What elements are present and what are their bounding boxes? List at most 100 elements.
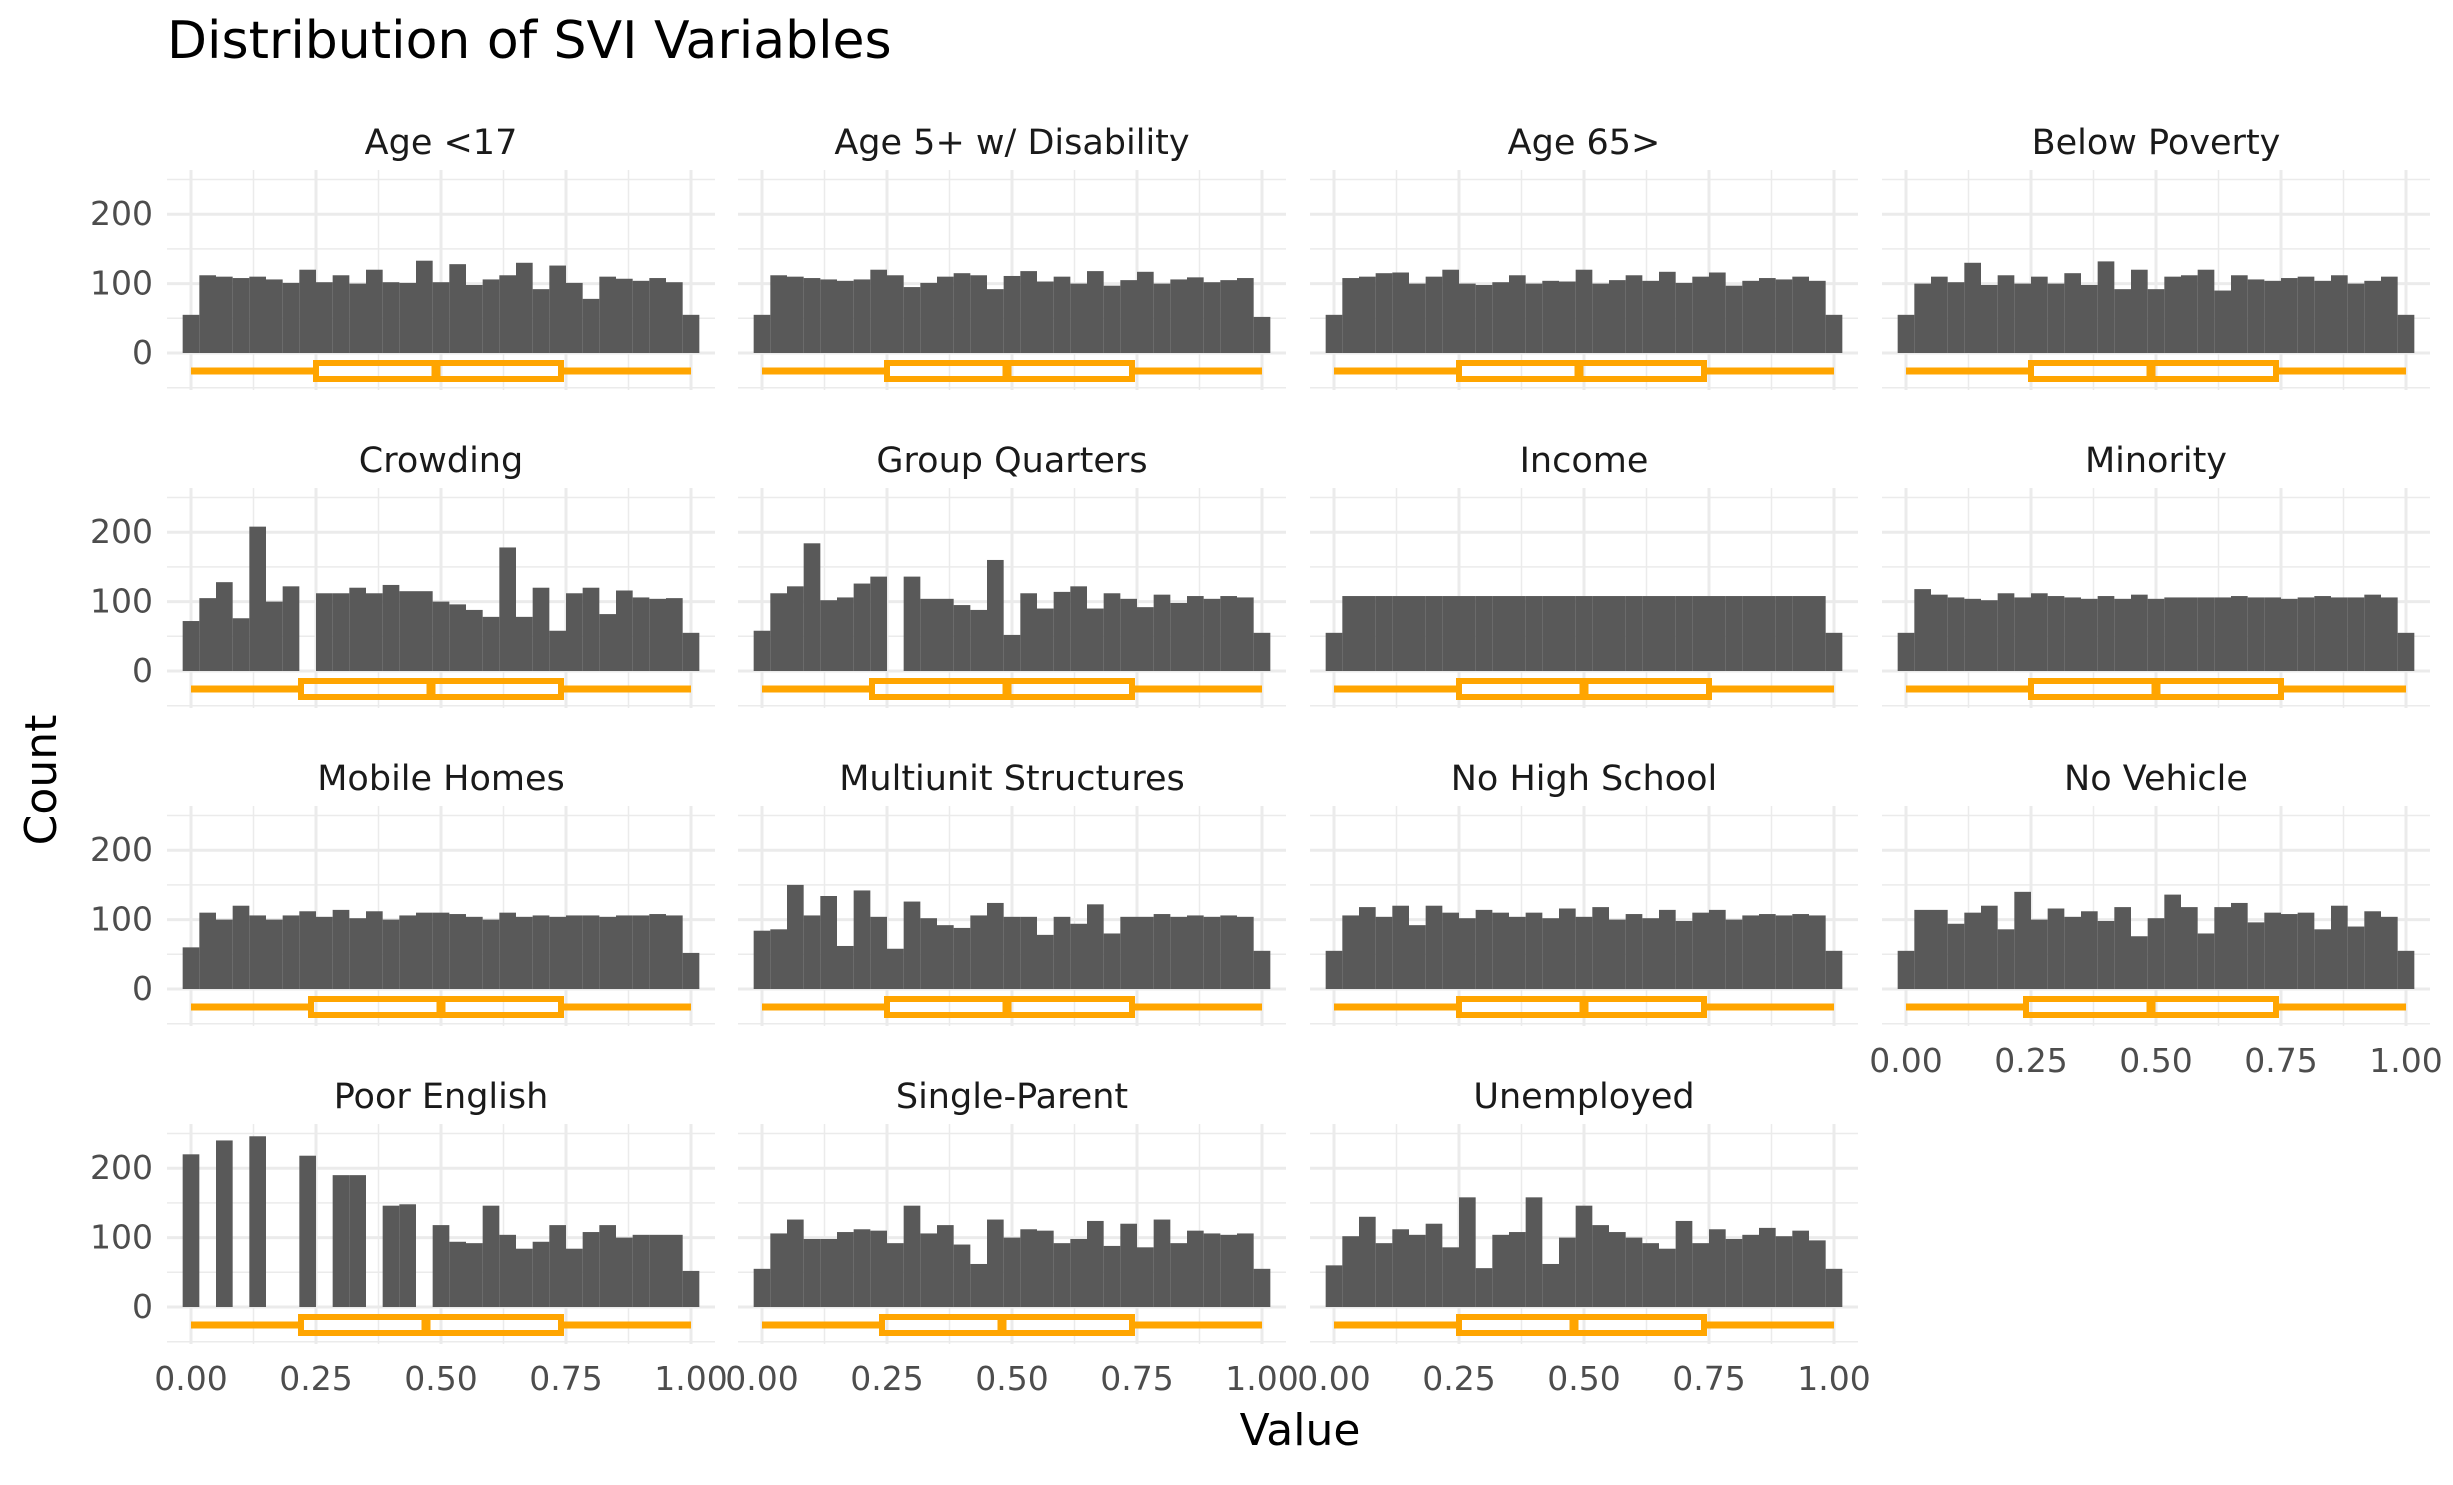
histogram-bar [649, 914, 666, 989]
histogram-bar [1120, 280, 1137, 353]
histogram-bar [903, 901, 921, 989]
histogram-bar [1153, 594, 1171, 671]
histogram-bar [1053, 276, 1071, 353]
histogram-bar [870, 576, 887, 671]
histogram-bar [1342, 278, 1359, 353]
histogram-bar [1947, 597, 1965, 671]
histogram-bar [1692, 1243, 1709, 1307]
histogram-bar [937, 598, 954, 671]
histogram-bar [1475, 909, 1493, 989]
histogram-bar [1153, 1219, 1171, 1307]
histogram-bar [366, 269, 383, 353]
histogram-bar [903, 576, 921, 671]
histogram-bar [753, 1268, 771, 1307]
histogram-bar [1492, 282, 1509, 353]
panel-title: Group Quarters [876, 441, 1147, 481]
histogram-bar [1392, 1229, 1409, 1307]
histogram-bar [466, 1243, 483, 1307]
histogram-bar [1709, 1229, 1726, 1307]
histogram-bar [566, 593, 583, 671]
histogram-bar [1675, 920, 1693, 989]
histogram-bar [1492, 912, 1509, 989]
panel-single-parent: Single-Parent 0.00 0.25 0.50 0.75 1.00 [725, 1077, 1298, 1398]
histogram-bar [2281, 278, 2298, 353]
x-tick-label: 0.75 [2244, 1041, 2317, 1080]
histogram-bar [887, 948, 904, 989]
histogram-bar [182, 947, 200, 989]
histogram-bar [682, 1270, 700, 1307]
histogram-bar [1237, 278, 1254, 353]
histogram-bar [1914, 283, 1931, 353]
histogram-bar [937, 1225, 954, 1307]
histogram-bar [2231, 596, 2248, 671]
x-tick-label: 1.00 [654, 1359, 727, 1398]
panel-title: Single-Parent [896, 1077, 1128, 1117]
histogram-bar [1692, 276, 1709, 353]
histogram-bar [1709, 272, 1726, 353]
histogram-bar [266, 919, 283, 989]
histogram-bar [2131, 269, 2148, 353]
histogram-bar [1809, 596, 1826, 671]
histogram-bar [1825, 1268, 1843, 1307]
histogram-bar [382, 919, 400, 989]
histogram-bar [616, 590, 633, 671]
histogram-bar [2364, 280, 2381, 353]
histogram-bar [1459, 596, 1476, 671]
histogram-bar [399, 591, 416, 671]
histogram-bar [1742, 596, 1759, 671]
histogram-bar [937, 925, 954, 989]
histogram-bar [2297, 276, 2315, 353]
histogram-bar [1087, 1220, 1104, 1307]
histogram-bar [1742, 280, 1759, 353]
histogram-bar [770, 275, 787, 353]
panel-no-high-school: No High School [1310, 759, 1858, 1026]
panel-age-17: Age <17 0 100 200 [90, 123, 715, 390]
histogram-bar [770, 929, 787, 989]
panel-title: Crowding [359, 441, 523, 481]
histogram-bar [382, 1205, 400, 1307]
panel-title: Age <17 [365, 123, 518, 163]
histogram-bar [1137, 916, 1154, 989]
histogram-bar [970, 915, 987, 989]
histogram-bar [2081, 598, 2098, 671]
histogram-bar [1759, 596, 1776, 671]
histogram-bar [1003, 1237, 1021, 1307]
histogram-bar [1392, 905, 1409, 989]
histogram-bar [920, 282, 937, 353]
histogram-bar [582, 298, 600, 353]
x-axis-title: Value [1240, 1405, 1361, 1456]
histogram-bar [549, 630, 566, 671]
histogram-bar [1775, 596, 1793, 671]
panel-title: Age 65> [1508, 123, 1661, 163]
histogram-bar [1087, 608, 1104, 671]
histogram-bar [770, 593, 787, 671]
histogram-bar [2397, 632, 2415, 671]
histogram-bar [1003, 275, 1021, 353]
histogram-bar [1625, 1237, 1643, 1307]
y-axis-title: Count [16, 715, 67, 846]
histogram-bar [1725, 1238, 1743, 1307]
histogram-bar [482, 279, 500, 353]
histogram-bar [2247, 922, 2265, 989]
histogram-bar [1509, 596, 1526, 671]
histogram-bar [1187, 277, 1204, 353]
histogram-bar [887, 1243, 904, 1307]
histogram-bar [2047, 908, 2065, 989]
histogram-bar [1203, 1233, 1221, 1307]
histogram-bar [987, 1219, 1004, 1307]
histogram-bar [1609, 280, 1626, 353]
histogram-bar [2381, 597, 2398, 671]
histogram-bar [1375, 273, 1393, 353]
histogram-bar [1625, 275, 1643, 353]
panel-title: Age 5+ w/ Disability [834, 123, 1189, 163]
histogram-bar [466, 916, 483, 989]
boxplot-box [1456, 1314, 1707, 1336]
histogram-bar [1325, 950, 1343, 989]
histogram-bar [1203, 916, 1221, 989]
chart-title: Distribution of SVI Variables [167, 11, 892, 71]
histogram-bar [1559, 596, 1576, 671]
histogram-bar [1342, 596, 1359, 671]
histogram-bar [499, 1234, 516, 1307]
histogram-bar [2031, 919, 2048, 989]
